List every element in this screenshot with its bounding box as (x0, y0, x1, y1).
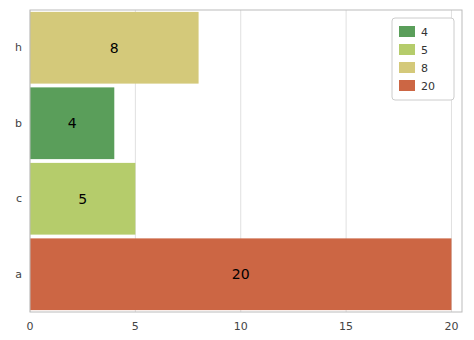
data-label: 8 (110, 40, 119, 56)
x-tick-label: 10 (234, 320, 248, 333)
legend-swatch (399, 62, 415, 73)
plot-frame (30, 10, 462, 312)
y-tick-label: a (15, 268, 22, 281)
legend-swatch (399, 44, 415, 55)
bar (30, 238, 451, 310)
legend-label: 8 (421, 62, 428, 75)
x-tick-label: 0 (27, 320, 34, 333)
data-label: 5 (78, 191, 87, 207)
legend-box (392, 18, 454, 100)
y-tick-label: b (15, 117, 22, 130)
y-tick-label: h (15, 41, 22, 54)
y-tick-label: c (16, 192, 22, 205)
legend-label: 5 (421, 44, 428, 57)
legend-swatch (399, 26, 415, 37)
chart-container: 0 5 10 15 20 20 5 4 8 a c b h 4 5 8 20 (0, 0, 474, 340)
x-tick-label: 15 (339, 320, 353, 333)
bar (30, 87, 114, 159)
data-label: 4 (68, 115, 77, 131)
bar (30, 12, 199, 84)
bars (30, 12, 451, 310)
chart-svg: 0 5 10 15 20 20 5 4 8 a c b h 4 5 8 20 (0, 0, 474, 340)
legend: 4 5 8 20 (392, 18, 454, 100)
data-label: 20 (232, 266, 250, 282)
x-tick-label: 20 (444, 320, 458, 333)
bar (30, 163, 135, 235)
legend-label: 20 (421, 80, 435, 93)
legend-swatch (399, 80, 415, 91)
plot-background (30, 10, 462, 312)
x-tick-label: 5 (132, 320, 139, 333)
legend-label: 4 (421, 26, 428, 39)
